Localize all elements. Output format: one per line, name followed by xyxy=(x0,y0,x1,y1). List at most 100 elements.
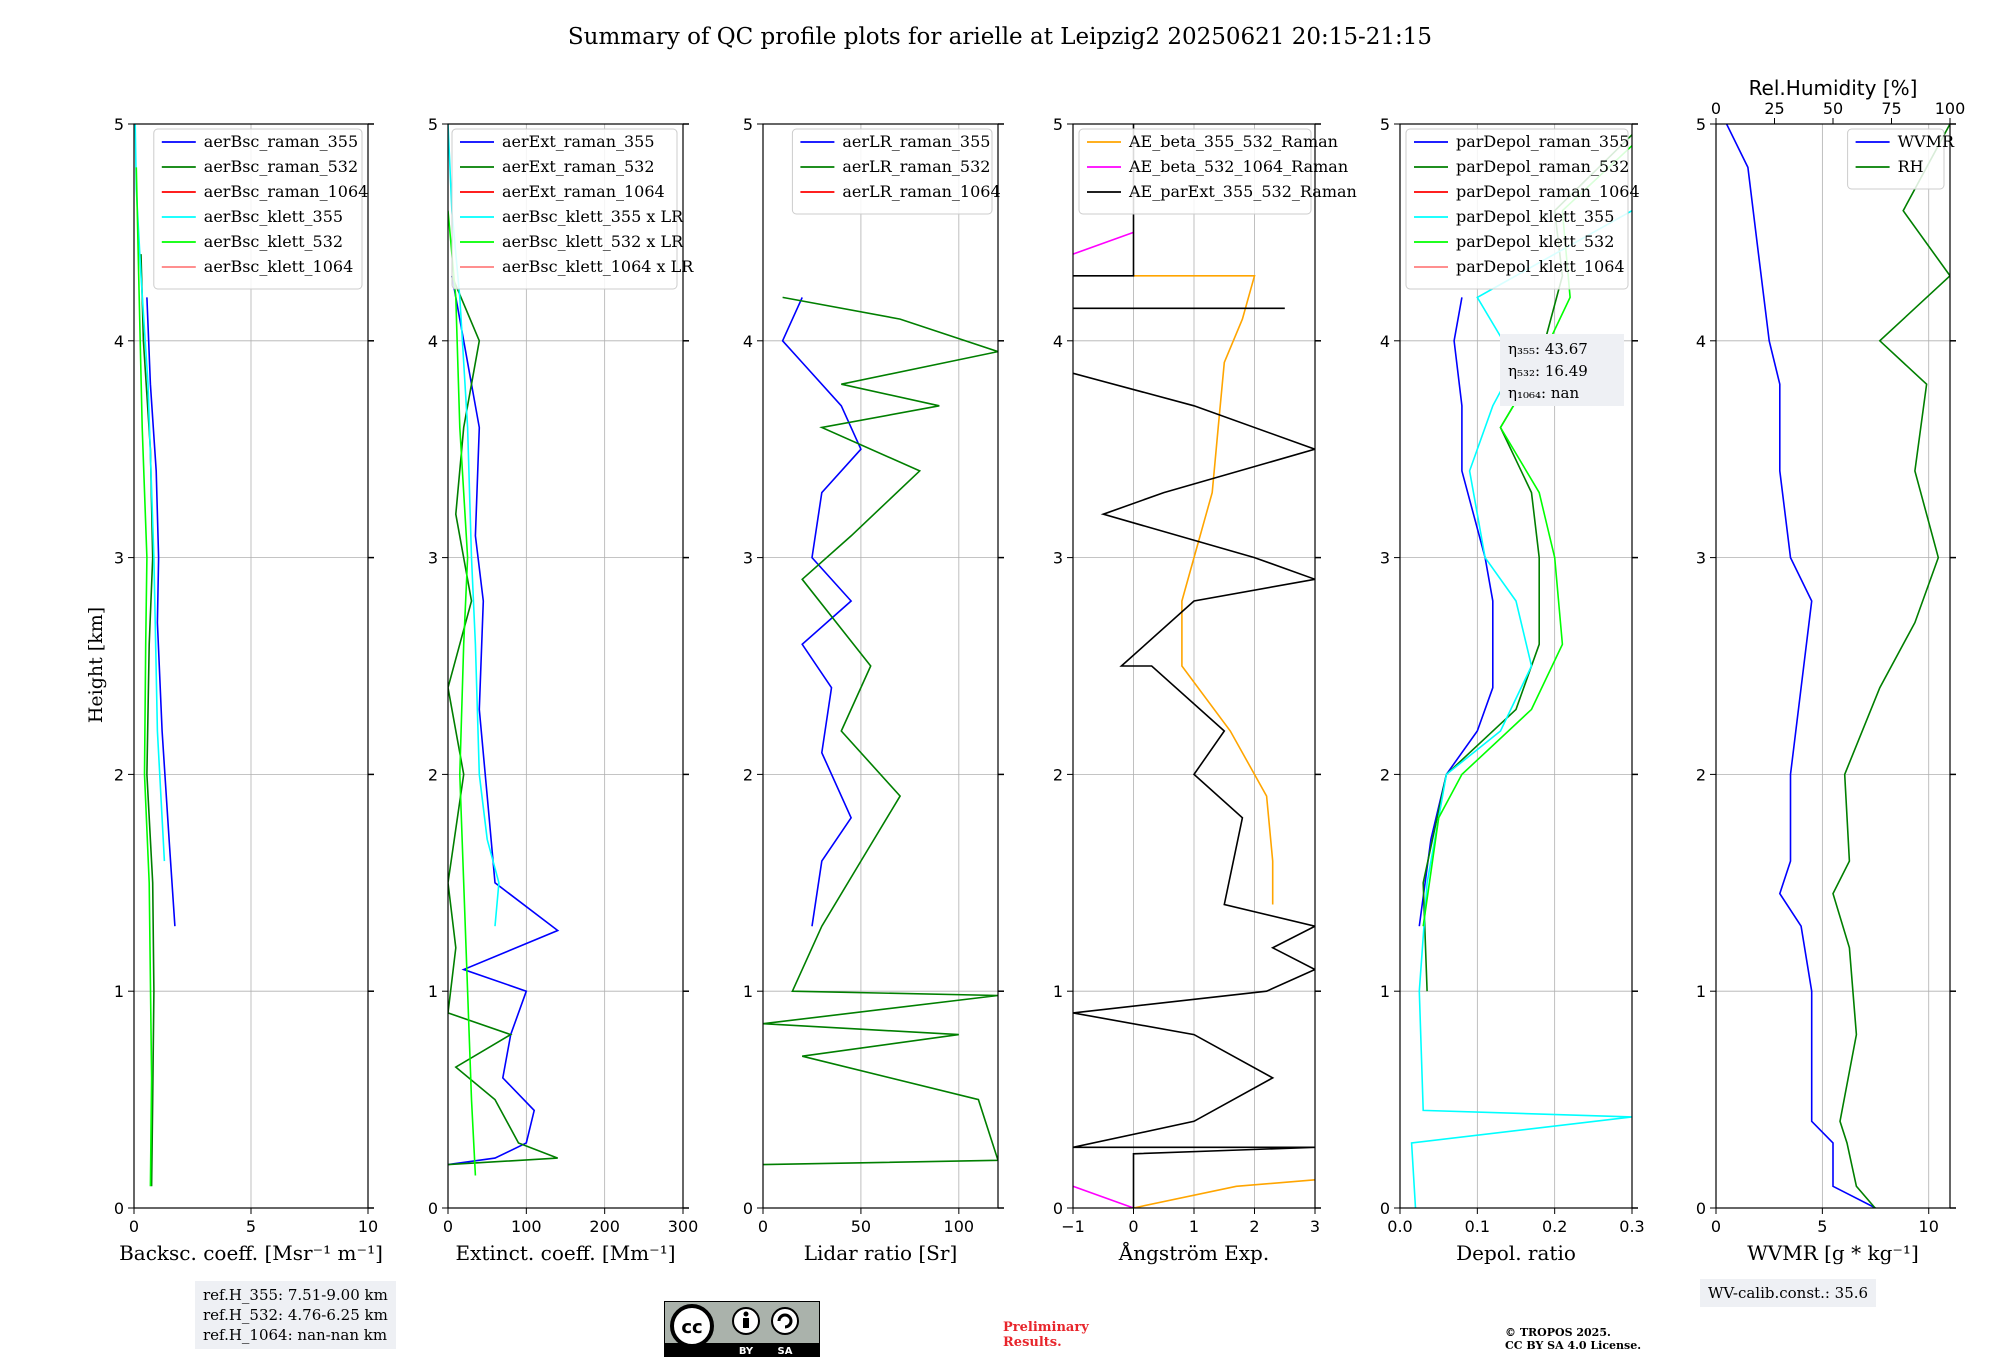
x-tick-label: 0.3 xyxy=(1619,1217,1644,1236)
series-line-AE_beta_532_1064_Raman xyxy=(1073,231,1134,255)
x-axis-label: Depol. ratio xyxy=(1456,1241,1576,1265)
legend-entry: aerBsc_raman_532 xyxy=(204,157,358,176)
axes-frame xyxy=(1715,123,1951,1209)
depol-annotation-line: η₃₅₅: 43.67 xyxy=(1508,340,1588,358)
x-tick-label: 0.1 xyxy=(1465,1217,1490,1236)
series-line-aerBsc_raman_355 xyxy=(146,297,176,927)
y-tick-label: 2 xyxy=(743,765,753,784)
x-tick-label: 50 xyxy=(851,1217,871,1236)
x-tick-label: 3 xyxy=(1310,1217,1320,1236)
legend-box xyxy=(153,128,363,290)
legend-entry: aerExt_raman_532 xyxy=(502,157,655,176)
x-tick-label: 200 xyxy=(589,1217,620,1236)
series-line-RH xyxy=(1832,124,1950,1208)
legend-entry: aerBsc_klett_532 xyxy=(204,232,343,251)
legend: WVMR RH xyxy=(1847,128,1955,190)
legend-entry: parDepol_klett_355 xyxy=(1456,207,1614,226)
x-axis-label: Ångström Exp. xyxy=(1118,1240,1269,1265)
ref-height-532: ref.H_532: 4.76-6.25 km xyxy=(203,1306,388,1324)
y-tick-label: 2 xyxy=(1696,765,1706,784)
y-axis-label: Height [km] xyxy=(85,607,107,723)
depol-annotation-line: η₁₀₆₄: nan xyxy=(1508,384,1579,402)
copyright-line-2: CC BY SA 4.0 License. xyxy=(1505,1339,1642,1352)
y-tick-label: 0 xyxy=(1696,1199,1706,1218)
cc-label-by: BY xyxy=(739,1346,754,1357)
y-tick-label: 1 xyxy=(1053,982,1063,1001)
series-group xyxy=(134,124,176,1187)
panel-bsc: 0 5 10 0 1 2 3 4 5 Backsc. coeff. [Msr⁻¹ m⁻¹] aerB… xyxy=(114,115,383,1265)
y-tick-label: 2 xyxy=(428,765,438,784)
x2-tick-label: 25 xyxy=(1764,99,1784,118)
x-tick-label: 0 xyxy=(1128,1217,1138,1236)
y-tick-label: 3 xyxy=(1696,549,1706,568)
legend-entry: aerLR_raman_355 xyxy=(842,132,990,151)
x-axis-label: WVMR [g * kg⁻¹] xyxy=(1747,1241,1919,1265)
x-tick-label: 100 xyxy=(944,1217,975,1236)
x-tick-label: 300 xyxy=(668,1217,699,1236)
x2-axis-label: Rel.Humidity [%] xyxy=(1749,76,1918,100)
figure-title: Summary of QC profile plots for arielle … xyxy=(568,24,1432,50)
x-tick-label: 2 xyxy=(1249,1217,1259,1236)
series-line-aerLR_raman_532 xyxy=(763,296,998,1166)
y-tick-label: 1 xyxy=(1380,982,1390,1001)
panel-lr: 0 50 100 0 1 2 3 4 5 Lidar ratio [Sr] aerLR_raman_… xyxy=(743,115,1004,1265)
cc-label-sa: SA xyxy=(778,1346,793,1357)
series-line-aerExt_raman_532 xyxy=(448,275,558,1166)
sa-icon xyxy=(771,1307,799,1335)
y-tick-label: 1 xyxy=(428,982,438,1001)
legend-box xyxy=(1078,128,1312,215)
legend-entry: parDepol_raman_532 xyxy=(1456,157,1629,176)
series-line-AE_beta_355_532_Raman xyxy=(1133,275,1274,905)
y-tick-label: 4 xyxy=(1696,332,1706,351)
series-line-aerBsc_klett_532 x LR xyxy=(448,210,477,1176)
legend-entry: aerBsc_klett_355 xyxy=(204,207,343,226)
x-axis-label: Extinct. coeff. [Mm⁻¹] xyxy=(455,1241,675,1265)
depol-annotation-box xyxy=(1500,334,1624,406)
y-tick-label: 2 xyxy=(114,765,124,784)
x-tick-label: 10 xyxy=(358,1217,378,1236)
legend-entry: WVMR xyxy=(1898,132,1955,151)
series-group xyxy=(763,296,998,1166)
y-tick-label: 5 xyxy=(428,115,438,134)
y-tick-label: 2 xyxy=(1053,765,1063,784)
x-tick-label: 100 xyxy=(511,1217,542,1236)
depol-annotation-line: η₅₃₂: 16.49 xyxy=(1508,362,1588,380)
y-tick-label: 5 xyxy=(1696,115,1706,134)
copyright-line-1: © TROPOS 2025. xyxy=(1505,1326,1611,1339)
panel-depol: 0.0 0.1 0.2 0.3 0 1 2 3 4 5 Depol. ratio parDepol_r… xyxy=(1380,115,1645,1265)
legend-entry: aerExt_raman_355 xyxy=(502,132,655,151)
y-tick-label: 3 xyxy=(428,549,438,568)
series-group xyxy=(1410,134,1632,1208)
y-tick-label: 3 xyxy=(1053,549,1063,568)
x-tick-label: 0 xyxy=(758,1217,768,1236)
x2-tick-label: 50 xyxy=(1823,99,1843,118)
series-line-parDepol_raman_355 xyxy=(1418,297,1494,927)
legend-entry: aerLR_raman_532 xyxy=(842,157,990,176)
y-tick-label: 4 xyxy=(1380,332,1390,351)
series-line-AE_parExt_355_532_Raman xyxy=(1073,372,1315,1208)
legend-entry: aerExt_raman_1064 xyxy=(502,182,665,201)
legend: aerBsc_raman_355 aerBsc_raman_532 aerBsc_r… xyxy=(153,128,368,290)
legend-entry: aerBsc_klett_1064 x LR xyxy=(502,257,694,276)
series-group xyxy=(1073,124,1315,1208)
x-tick-label: 0 xyxy=(129,1217,139,1236)
legend-entry: aerBsc_klett_355 x LR xyxy=(502,207,684,226)
x2-tick-label: 75 xyxy=(1881,99,1901,118)
y-tick-label: 0 xyxy=(1380,1199,1390,1218)
legend-entry: parDepol_raman_355 xyxy=(1456,132,1629,151)
legend-entry: parDepol_raman_1064 xyxy=(1456,182,1640,201)
y-tick-label: 5 xyxy=(1380,115,1390,134)
legend-entry: AE_parExt_355_532_Raman xyxy=(1128,182,1357,201)
x2-tick-label: 0 xyxy=(1711,99,1721,118)
legend-entry: AE_beta_532_1064_Raman xyxy=(1128,157,1348,176)
preliminary-line-1: Preliminary xyxy=(1003,1320,1089,1335)
legend: parDepol_raman_355 parDepol_raman_532 parD… xyxy=(1405,128,1640,290)
preliminary-notice: Preliminary Results. xyxy=(1003,1320,1089,1350)
y-tick-label: 5 xyxy=(743,115,753,134)
preliminary-line-2: Results. xyxy=(1003,1335,1062,1350)
legend-box xyxy=(1847,128,1945,190)
copyright-notice: © TROPOS 2025. CC BY SA 4.0 License. xyxy=(1505,1326,1641,1352)
